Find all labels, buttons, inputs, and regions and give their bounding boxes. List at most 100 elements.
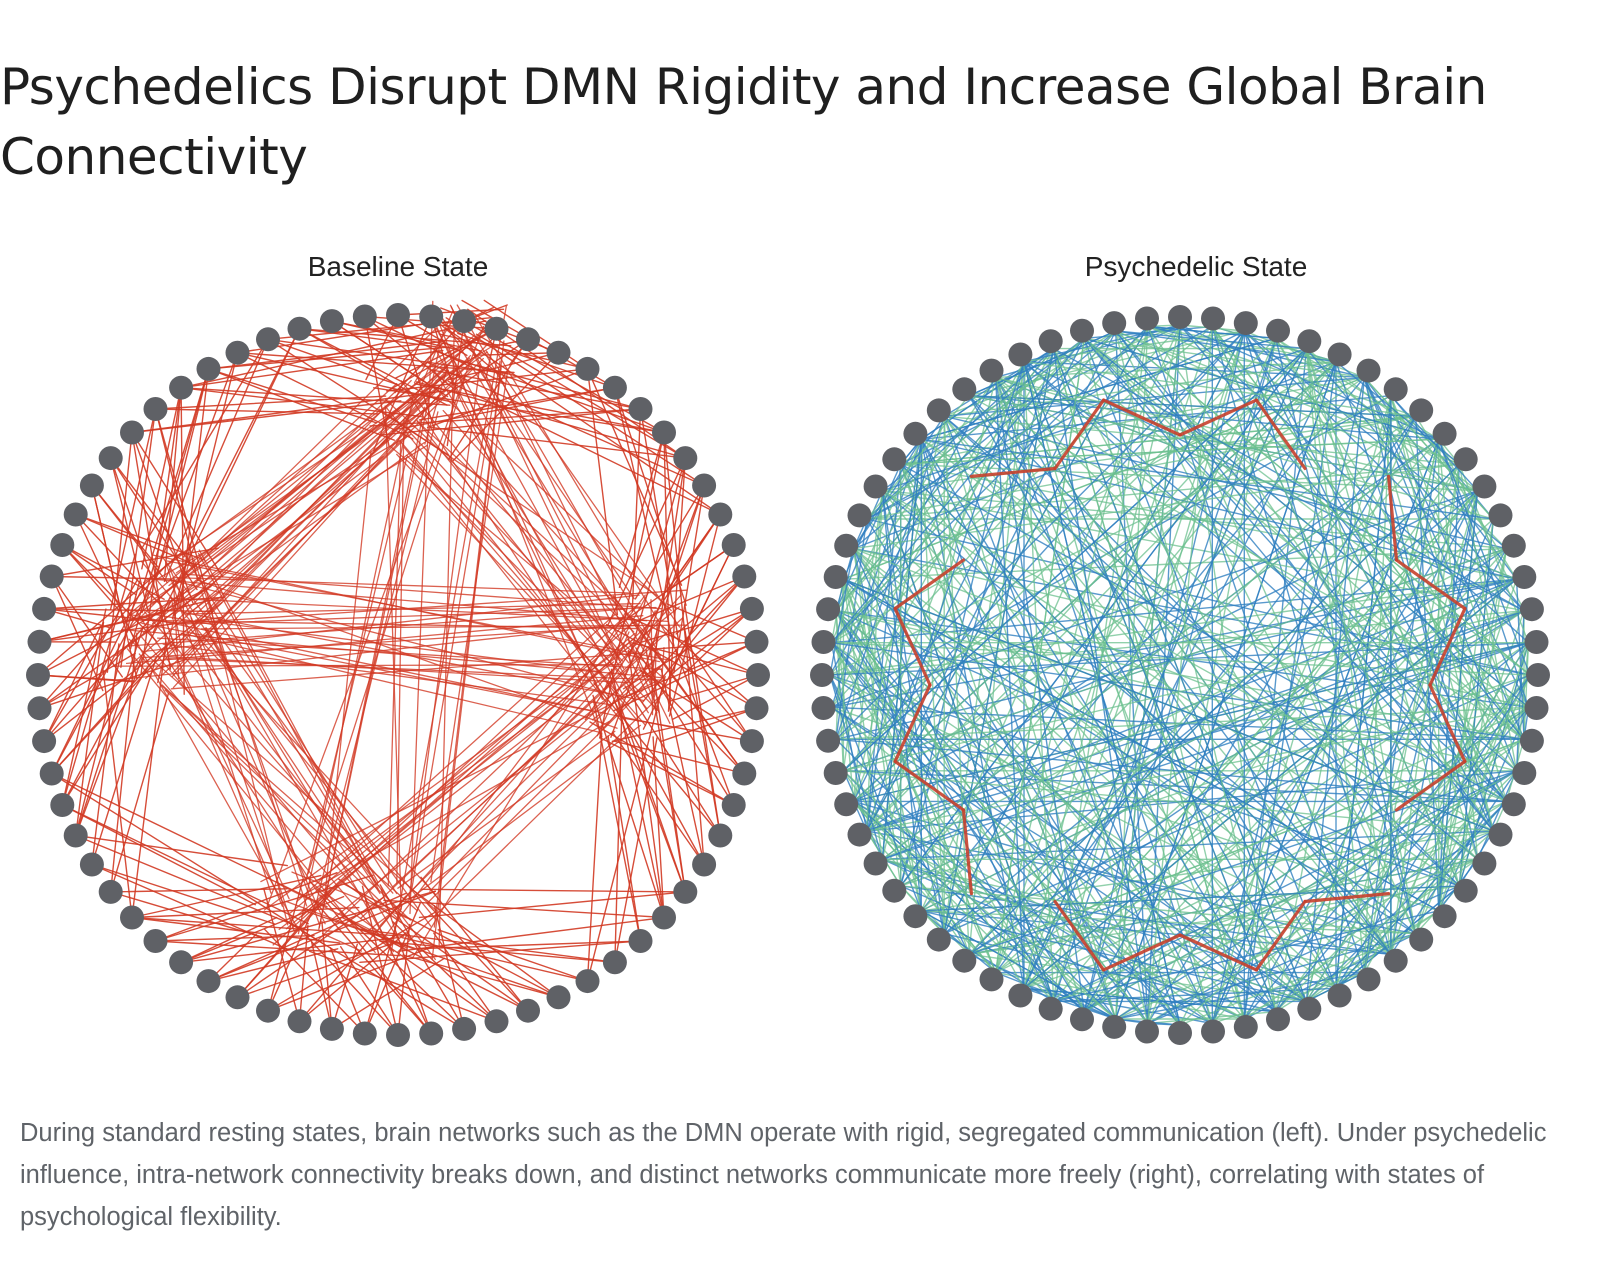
baseline-edge [426,902,529,1012]
psychedelic-edge [920,438,1508,803]
baseline-edge [589,721,735,806]
psychedelic-edge [1390,394,1479,492]
baseline-edge [661,647,665,677]
baseline-edge [449,304,658,714]
psychedelic-edge [866,360,1337,832]
baseline-edge [330,660,655,921]
psychedelic-edge [943,360,1025,935]
baseline-node [169,375,194,400]
baseline-edge [629,457,686,657]
baseline-node [143,929,168,953]
dmn-path-segment [1428,683,1467,764]
baseline-edge [74,626,144,837]
baseline-edge [614,386,675,647]
baseline-edge [660,668,705,866]
psychedelic-edge [842,347,1308,772]
psychedelic-edge [881,490,922,912]
baseline-edge [164,689,400,921]
baseline-edge [321,920,333,1030]
baseline-edge [266,325,485,907]
psychedelic-node [863,851,888,876]
baseline-node [32,596,57,621]
psychedelic-node [1038,329,1063,354]
baseline-edge [208,601,379,887]
baseline-edge [154,872,338,942]
psychedelic-edge [900,578,1518,887]
psychedelic-edge [1023,324,1181,989]
baseline-edge [409,300,434,915]
psychedelic-edge [852,547,1337,989]
psychedelic-edge [842,337,1277,772]
baseline-edge [434,350,665,434]
psychedelic-edge [1083,642,1530,1013]
psychedelic-edge [852,330,1117,550]
psychedelic-edge [943,674,1531,935]
baseline-edge [61,544,165,600]
baseline-edge [145,354,472,680]
baseline-edge [402,954,560,998]
baseline-edge [331,320,449,398]
psychedelic-node [1038,996,1063,1021]
dmn-path-segment [893,759,966,812]
baseline-node [256,327,280,352]
psychedelic-edge [1363,438,1440,974]
psychedelic-node [1070,318,1094,343]
baseline-edge [390,305,507,956]
dmn-path-segment [961,808,974,896]
baseline-edge [206,335,474,555]
psychedelic-edge [1458,518,1495,887]
baseline-edge [405,389,610,698]
baseline-edge [183,327,301,558]
baseline-edge [449,378,605,700]
baseline-node [98,446,123,471]
psychedelic-edge [829,394,1392,676]
psychedelic-edge [900,885,1417,935]
psychedelic-edge [1052,987,1337,1003]
baseline-edge [653,619,658,698]
baseline-edge [441,394,672,612]
baseline-node [319,1016,344,1041]
baseline-edge [311,941,333,1030]
baseline-edge [210,608,289,926]
psychedelic-edge [866,330,1246,520]
baseline-edge [642,669,745,775]
psychedelic-edge [830,490,1479,708]
psychedelic-node [1512,565,1537,589]
psychedelic-node [823,761,848,785]
psychedelic-edge [1335,360,1495,832]
baseline-node [287,316,312,341]
psychedelic-edge [920,910,997,974]
psychedelic-edge [842,578,1440,912]
psychedelic-edge [968,438,1440,955]
psychedelic-edge [995,376,1392,955]
baseline-edge [309,950,498,1022]
psychedelic-edge [1437,642,1530,912]
baseline-edge [291,871,413,921]
dmn-path-segment [1053,899,1106,972]
psychedelic-node [1519,728,1544,753]
psychedelic-edge [830,330,1117,644]
baseline-edge [51,575,124,678]
baseline-edge [445,317,705,487]
baseline-edge [365,724,641,933]
psychedelic-edge [852,800,1117,1020]
baseline-edge [438,314,456,948]
baseline-edge [611,731,705,866]
psychedelic-edge [900,463,1479,492]
baseline-edge [317,661,615,881]
psychedelic-node [816,728,841,753]
baseline-edge [38,563,168,709]
baseline-edge [340,946,399,1036]
baseline-edge [154,408,380,415]
baseline-edge [613,699,705,866]
baseline-edges [37,299,759,1036]
psychedelic-edge [943,360,1337,418]
baseline-node [26,663,50,687]
psychedelic-edge [1023,830,1495,989]
psychedelic-edge [1083,337,1366,379]
dmn-path-segment [1428,607,1467,687]
baseline-node [692,852,717,877]
psychedelic-edge [881,547,1508,860]
baseline-edge [207,345,454,370]
baseline-edge [399,916,665,952]
